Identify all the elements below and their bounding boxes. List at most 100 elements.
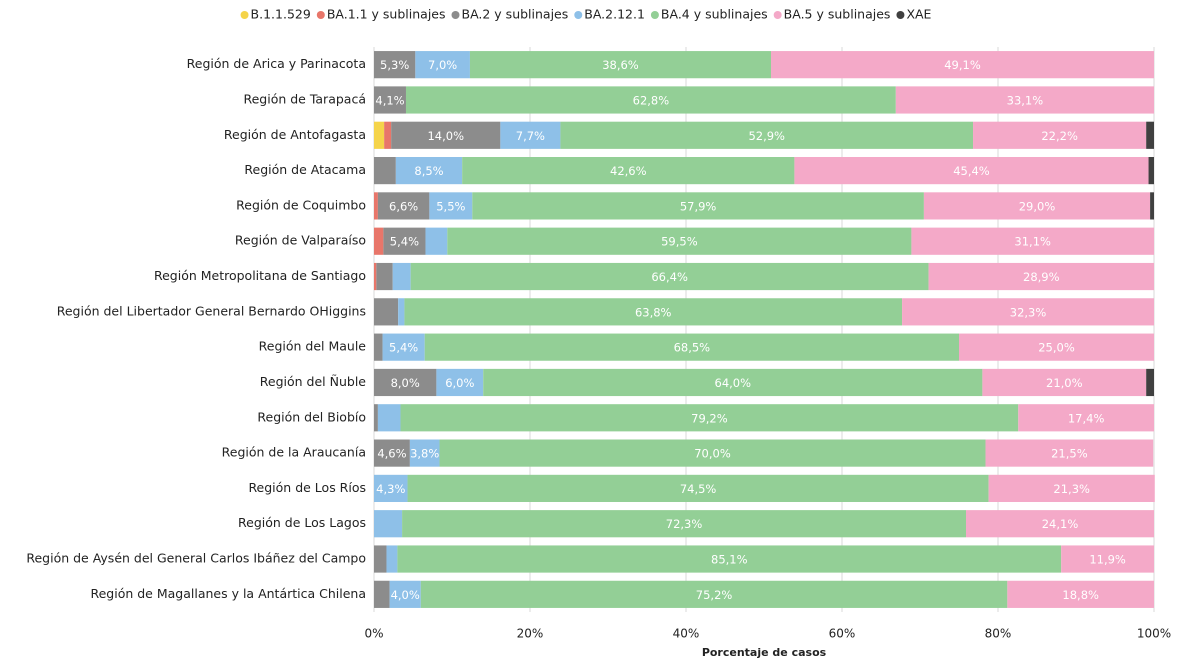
x-tick-label: 40% <box>673 627 700 641</box>
legend-marker <box>773 11 782 19</box>
value-label: 33,1% <box>1007 93 1044 107</box>
bar-segment <box>500 121 561 149</box>
value-label: 8,0% <box>391 376 420 390</box>
bar-segment <box>794 156 1149 185</box>
y-tick-label: Región de Valparaíso <box>235 233 366 248</box>
value-label: 14,0% <box>427 129 464 143</box>
bar-segment <box>462 156 795 185</box>
value-label: 17,4% <box>1068 411 1105 425</box>
legend: B.1.1.529 BA.1.1 y sublinajes BA.2 y subli… <box>240 7 932 22</box>
bar-segment <box>1146 368 1154 397</box>
value-label: 68,5% <box>674 341 711 355</box>
value-label: 18,8% <box>1062 588 1099 602</box>
bar-segment <box>407 474 989 503</box>
bar-segment <box>410 262 929 291</box>
y-tick-label: Región de la Araucanía <box>222 445 366 460</box>
value-label: 31,1% <box>1014 235 1051 249</box>
legend-label: BA.1.1 y sublinajes <box>327 7 446 22</box>
x-tick-label: 20% <box>517 627 544 641</box>
value-label: 45,4% <box>953 164 990 178</box>
value-label: 11,9% <box>1089 553 1126 567</box>
y-tick-label: Región de Los Lagos <box>238 515 366 530</box>
value-label: 66,4% <box>651 270 688 284</box>
bar-segment <box>985 439 1154 467</box>
bar-segment <box>377 404 401 432</box>
bar-segment <box>376 262 393 291</box>
value-label: 38,6% <box>602 58 639 72</box>
y-tick-label: Región de Tarapacá <box>243 91 366 106</box>
value-label: 3,8% <box>410 447 439 461</box>
value-label: 49,1% <box>944 58 981 72</box>
bar-segment <box>1061 545 1154 573</box>
bar-segment <box>374 227 384 255</box>
x-tick-label: 100% <box>1137 627 1171 641</box>
bar-segment <box>404 298 903 326</box>
bar-segment <box>1146 121 1154 149</box>
value-label: 59,5% <box>661 235 698 249</box>
value-label: 52,9% <box>748 129 785 143</box>
bar-segment <box>398 298 405 326</box>
bar-segment <box>400 404 1019 432</box>
y-tick-label: Región de Antofagasta <box>224 127 366 142</box>
legend-marker <box>240 11 249 19</box>
bar-segment <box>560 121 974 149</box>
value-label: 21,3% <box>1053 482 1090 496</box>
bar-segment <box>374 192 378 220</box>
x-tick-label: 60% <box>829 627 856 641</box>
bar-segment <box>1150 192 1154 220</box>
bar-segment <box>374 51 416 79</box>
legend-label: B.1.1.529 <box>251 7 311 22</box>
x-tick-label: 80% <box>985 627 1012 641</box>
bar-segment <box>447 227 912 255</box>
y-tick-label: Región de Atacama <box>244 162 366 177</box>
bar-segment <box>389 580 421 608</box>
value-label: 8,5% <box>414 164 443 178</box>
value-label: 29,0% <box>1019 199 1056 213</box>
legend-label: BA.2 y sublinajes <box>462 7 569 22</box>
bar-segment <box>374 368 437 397</box>
value-label: 7,0% <box>428 58 457 72</box>
bar-segment <box>395 156 463 185</box>
x-axis-label: Porcentaje de casos <box>702 646 827 659</box>
x-tick-label: 0% <box>364 627 383 641</box>
bar-segment <box>374 545 387 573</box>
bar-segment <box>374 510 403 538</box>
bar-segment <box>374 404 378 432</box>
bar-segment <box>415 51 470 79</box>
bar-segment <box>374 580 390 608</box>
value-label: 74,5% <box>680 482 717 496</box>
value-label: 28,9% <box>1023 270 1060 284</box>
value-label: 7,7% <box>516 129 545 143</box>
bar-segment <box>384 121 392 149</box>
value-label: 21,0% <box>1046 376 1083 390</box>
y-tick-label: Región de Aysén del General Carlos Ibáñe… <box>26 551 366 566</box>
bar-segment <box>374 474 408 503</box>
bar-segment <box>383 227 426 255</box>
value-label: 25,0% <box>1038 341 1075 355</box>
legend-label: BA.5 y sublinajes <box>784 7 891 22</box>
value-label: 5,5% <box>436 199 465 213</box>
bar-segment <box>392 262 411 291</box>
value-label: 5,4% <box>390 235 419 249</box>
value-label: 6,6% <box>389 199 418 213</box>
bar-segment <box>988 474 1155 503</box>
bar-segment <box>374 298 399 326</box>
y-tick-label: Región de Magallanes y la Antártica Chil… <box>90 586 366 601</box>
y-tick-label: Región de Arica y Parinacota <box>187 56 366 71</box>
bar-segment <box>382 333 425 361</box>
bar-segment <box>973 121 1147 149</box>
bar-segment <box>374 121 385 149</box>
y-tick-label: Región de Los Ríos <box>248 480 366 495</box>
value-label: 64,0% <box>715 376 752 390</box>
value-label: 70,0% <box>694 447 731 461</box>
legend-marker <box>574 11 583 19</box>
bar-segment <box>374 439 410 467</box>
value-label: 57,9% <box>680 199 717 213</box>
bar-segment <box>391 121 501 149</box>
legend-marker <box>650 11 659 19</box>
y-tick-label: Región del Biobío <box>257 409 366 424</box>
value-label: 32,3% <box>1010 305 1047 319</box>
value-label: 6,0% <box>445 376 474 390</box>
bar-segment <box>374 333 383 361</box>
